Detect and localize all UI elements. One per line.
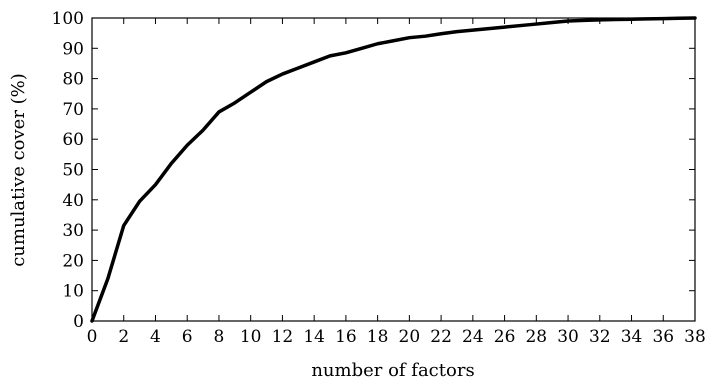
series-layer (90, 16, 697, 323)
x-tick-label: 16 (335, 327, 357, 347)
x-tick-label: 6 (182, 327, 193, 347)
series-line (90, 16, 697, 323)
x-tick-label: 18 (367, 327, 389, 347)
x-tick-label: 36 (652, 327, 674, 347)
y-tick-label: 70 (62, 100, 84, 120)
plot-frame (91, 17, 696, 322)
x-tick-label: 14 (303, 327, 325, 347)
x-axis-label: number of factors (311, 360, 474, 381)
y-tick-label: 20 (62, 251, 84, 271)
y-axis-label: cumulative cover (%) (8, 73, 29, 267)
y-tick-label: 80 (62, 70, 84, 90)
x-tick-label: 30 (557, 327, 579, 347)
y-tick-label: 50 (62, 161, 84, 181)
y-tick-label: 60 (62, 130, 84, 150)
x-tick-label: 0 (87, 327, 98, 347)
x-tick-label: 4 (150, 327, 161, 347)
x-tick-label: 24 (462, 327, 484, 347)
x-tick-label: 8 (214, 327, 225, 347)
x-axis: 0 2 4 6 8 10 12 14 16 18 20 22 24 26 28 30 32 34 36 38 (87, 18, 706, 347)
x-tick-label: 22 (430, 327, 452, 347)
y-axis: 0 10 20 30 40 50 60 70 80 90 100 (52, 9, 695, 332)
x-tick-label: 32 (589, 327, 611, 347)
y-tick-label: 0 (73, 312, 84, 332)
x-tick-label: 10 (240, 327, 262, 347)
y-tick-label: 10 (62, 282, 84, 302)
x-tick-label: 34 (621, 327, 643, 347)
x-tick-label: 38 (684, 327, 706, 347)
y-tick-label: 90 (62, 39, 84, 59)
y-tick-label: 100 (52, 9, 84, 29)
x-tick-label: 2 (118, 327, 129, 347)
x-tick-label: 12 (272, 327, 294, 347)
x-tick-label: 28 (525, 327, 547, 347)
x-tick-label: 26 (494, 327, 516, 347)
y-tick-label: 30 (62, 221, 84, 241)
y-tick-label: 40 (62, 191, 84, 211)
x-tick-label: 20 (399, 327, 421, 347)
